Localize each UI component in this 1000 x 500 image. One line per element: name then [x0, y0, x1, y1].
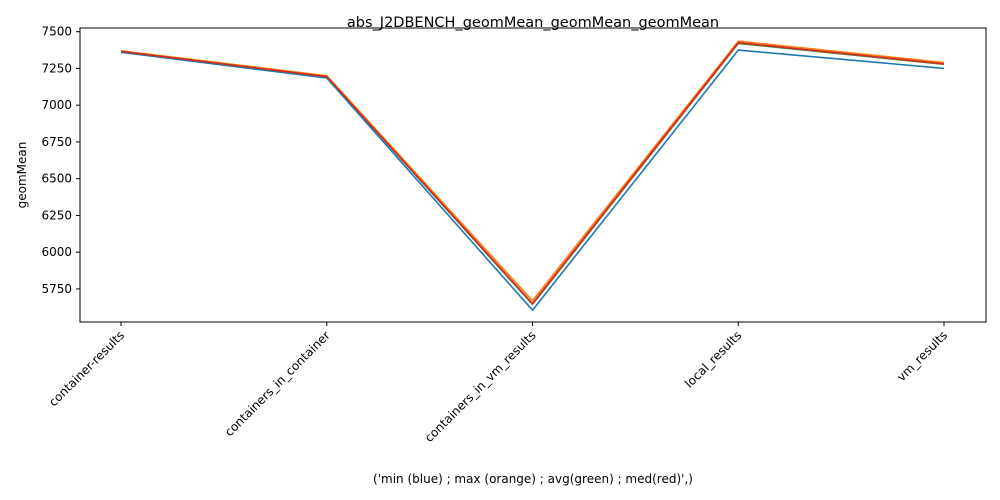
- y-tick-label: 5750: [41, 282, 72, 296]
- series-layer: [120, 40, 945, 312]
- y-ticks: 5750 6000 6250 6500 6750 7000 7250 7500: [41, 25, 80, 296]
- x-tick-label: local_results: [682, 328, 744, 390]
- chart-title: abs_J2DBENCH_geomMean_geomMean_geomMean: [347, 15, 719, 31]
- series-line-med: [120, 41, 945, 305]
- y-tick-label: 6500: [41, 172, 72, 186]
- axes-layer: [79, 27, 987, 323]
- x-tick-label: containers_in_vm_results: [422, 328, 539, 445]
- series-line-max: [120, 40, 945, 302]
- x-tick-label: container-results: [46, 328, 127, 409]
- y-tick-label: 6250: [41, 208, 72, 222]
- x-axis-label: ('min (blue) ; max (orange) ; avg(green)…: [373, 472, 693, 486]
- y-tick-label: 7250: [41, 61, 72, 75]
- y-tick-label: 6000: [41, 245, 72, 259]
- series-line-avg: [120, 42, 945, 306]
- y-axis-label: geomMean: [15, 142, 29, 209]
- y-tick-label: 6750: [41, 135, 72, 149]
- x-tick-label: containers_in_container: [222, 328, 333, 439]
- series-line-min: [120, 49, 945, 312]
- y-tick-label: 7000: [41, 98, 72, 112]
- y-tick-label: 7500: [41, 25, 72, 39]
- plot-frame: [79, 27, 987, 323]
- x-ticks: container-results containers_in_container…: [46, 322, 950, 445]
- x-tick-label: vm_results: [894, 328, 950, 384]
